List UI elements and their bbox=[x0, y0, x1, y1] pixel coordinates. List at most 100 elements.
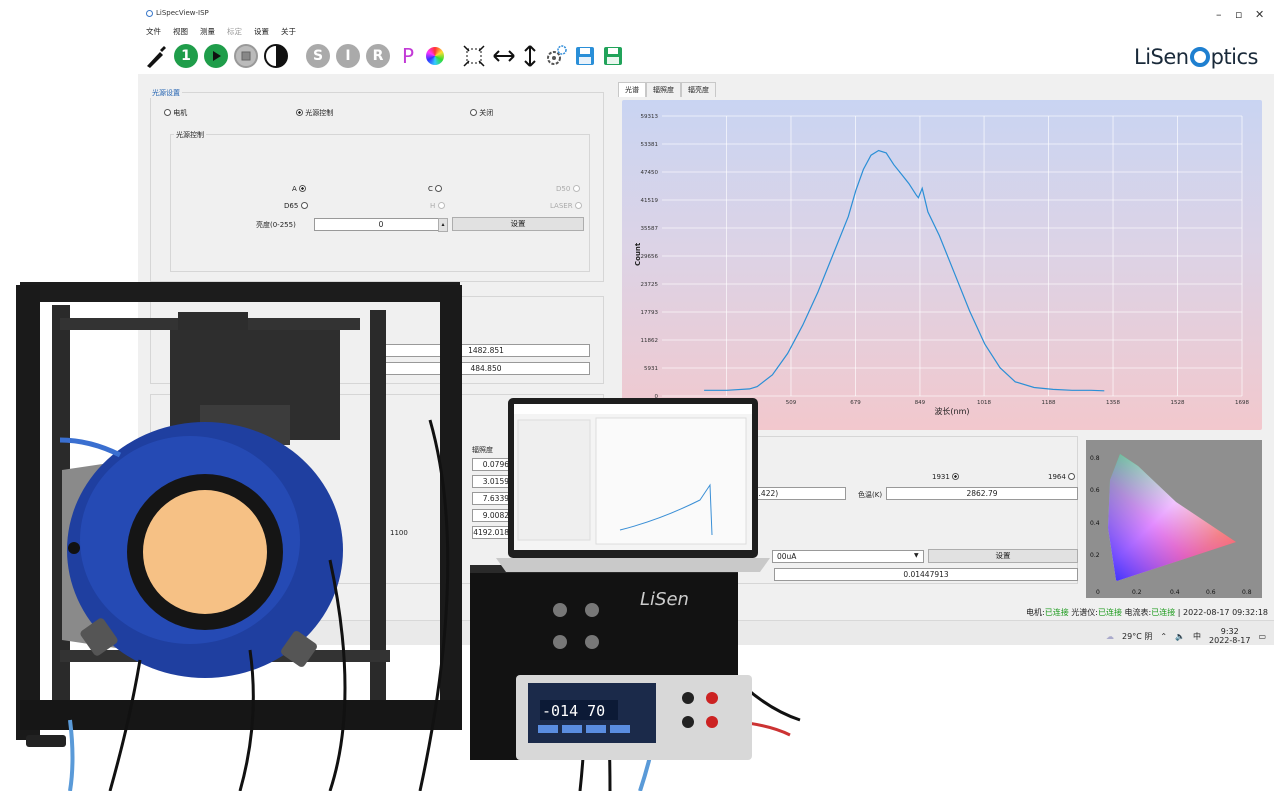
source-d50[interactable]: D50 bbox=[556, 185, 580, 193]
spectrum-curve bbox=[704, 149, 1105, 392]
source-h-label: H bbox=[430, 202, 436, 210]
svg-text:0.6: 0.6 bbox=[1090, 487, 1100, 494]
weather-text[interactable]: 29°C 阴 bbox=[1122, 631, 1153, 641]
play-icon[interactable] bbox=[204, 44, 228, 68]
notification-icon[interactable]: ▭ bbox=[1258, 631, 1266, 641]
step-icon[interactable]: 1 bbox=[174, 44, 198, 68]
source-c[interactable]: C bbox=[428, 185, 443, 193]
minimize-button[interactable]: – bbox=[1216, 8, 1222, 21]
xy-value: , 0.422) bbox=[744, 487, 846, 500]
ime-indicator[interactable]: 中 bbox=[1193, 631, 1202, 641]
volume-icon[interactable]: 🔈 bbox=[1175, 631, 1186, 641]
std-1931[interactable]: 1931 bbox=[932, 473, 960, 481]
color-wheel-icon[interactable] bbox=[426, 47, 444, 65]
dropdown-arrow-icon[interactable]: ▼ bbox=[914, 552, 919, 559]
radio-off[interactable] bbox=[470, 109, 477, 116]
clock[interactable]: 9:32 2022-8-17 bbox=[1209, 627, 1250, 645]
stop-icon[interactable] bbox=[234, 44, 258, 68]
menu-calibrate[interactable]: 标定 bbox=[227, 26, 242, 36]
svg-text:0.8: 0.8 bbox=[1242, 589, 1252, 596]
source-a[interactable]: A bbox=[292, 185, 307, 193]
y-tick-label: 0 bbox=[655, 394, 659, 400]
radio-source-laser[interactable] bbox=[574, 202, 582, 209]
option-light-control[interactable]: 光源控制 bbox=[296, 108, 333, 118]
system-tray: ☁ 29°C 阴 ⌃ 🔈 中 9:32 2022-8-17 ▭ bbox=[1106, 627, 1266, 645]
window-title-text: LiSpecView-ISP bbox=[156, 9, 209, 17]
toolbar: 1 S I R P bbox=[138, 38, 1274, 74]
std-1931-label: 1931 bbox=[932, 473, 950, 481]
i-icon[interactable]: I bbox=[336, 44, 360, 68]
source-d65-label: D65 bbox=[284, 202, 299, 210]
radio-source-d65[interactable] bbox=[300, 202, 308, 209]
v-arrow-icon[interactable] bbox=[522, 44, 538, 68]
source-d65[interactable]: D65 bbox=[284, 202, 308, 210]
x-tick-label: 1188 bbox=[1042, 400, 1056, 406]
radio-1931[interactable] bbox=[952, 473, 960, 480]
menu-file[interactable]: 文件 bbox=[146, 26, 161, 36]
radiance-value-2: 3.0159 bbox=[472, 475, 512, 488]
option-motor[interactable]: 电机 bbox=[164, 108, 187, 118]
status-separator: | bbox=[1177, 608, 1181, 617]
contrast-icon[interactable] bbox=[264, 44, 288, 68]
tab-radiance[interactable]: 辐亮度 bbox=[681, 82, 716, 97]
menu-about[interactable]: 关于 bbox=[281, 26, 296, 36]
y-tick-label: 23725 bbox=[641, 282, 659, 288]
play-glyph bbox=[213, 51, 221, 61]
brightness-input[interactable]: 0 bbox=[314, 218, 448, 231]
radio-source-a[interactable] bbox=[299, 185, 307, 192]
option-off[interactable]: 关闭 bbox=[470, 108, 493, 118]
status-datetime: 2022-08-17 09:32:18 bbox=[1183, 608, 1268, 617]
light-set-button[interactable]: 设置 bbox=[452, 217, 584, 231]
cie-diagram: 0.8 0.6 0.4 0.2 0 0.2 0.4 0.6 0.8 bbox=[1086, 440, 1262, 598]
p-icon[interactable]: P bbox=[396, 44, 420, 68]
status-spec-state: 已连接 bbox=[1097, 608, 1122, 617]
y-tick-label: 53381 bbox=[641, 142, 659, 148]
svg-text:0.2: 0.2 bbox=[1132, 589, 1142, 596]
s-icon[interactable]: S bbox=[306, 44, 330, 68]
radio-source-d50[interactable] bbox=[572, 185, 580, 192]
svg-text:0.6: 0.6 bbox=[1206, 589, 1216, 596]
status-ammeter-state: 已连接 bbox=[1151, 608, 1176, 617]
h-arrow-icon[interactable] bbox=[492, 44, 516, 68]
chevron-up-icon[interactable]: ⌃ bbox=[1160, 631, 1168, 641]
source-h[interactable]: H bbox=[430, 202, 445, 210]
s-icon-glyph: S bbox=[312, 48, 324, 64]
radio-motor[interactable] bbox=[164, 109, 171, 116]
y-tick-label: 5931 bbox=[644, 366, 658, 372]
std-1964[interactable]: 1964 bbox=[1048, 473, 1076, 481]
y-tick-label: 29656 bbox=[641, 254, 659, 260]
source-laser[interactable]: LASER bbox=[550, 202, 582, 210]
radio-light-control[interactable] bbox=[296, 109, 303, 116]
x-tick-label: 1358 bbox=[1106, 400, 1120, 406]
status-ammeter-label: 电流表: bbox=[1124, 608, 1152, 617]
luminance-value: 484.850 bbox=[382, 362, 590, 375]
close-button[interactable]: ✕ bbox=[1255, 8, 1265, 21]
current-range-select[interactable]: 00uA bbox=[772, 550, 924, 563]
probe-icon[interactable] bbox=[144, 44, 168, 68]
save-as-icon[interactable] bbox=[602, 45, 624, 67]
settings-icon[interactable] bbox=[544, 44, 568, 68]
menu-measure[interactable]: 测量 bbox=[200, 26, 215, 36]
luminance-label: 光亮度[cd/m2] bbox=[246, 366, 295, 374]
light-control-group bbox=[170, 134, 590, 272]
svg-text:0.2: 0.2 bbox=[1090, 552, 1100, 559]
radio-source-h[interactable] bbox=[437, 202, 445, 209]
radio-1964[interactable] bbox=[1068, 473, 1076, 480]
source-d50-label: D50 bbox=[556, 185, 571, 193]
light-source-title: 光源设置 bbox=[150, 88, 182, 98]
tab-spectrum[interactable]: 光谱 bbox=[618, 82, 646, 97]
restore-button[interactable]: ▫ bbox=[1235, 8, 1243, 21]
current-set-button[interactable]: 设置 bbox=[928, 549, 1078, 563]
save-icon[interactable] bbox=[574, 45, 596, 67]
cct-label: 色温(K) bbox=[858, 491, 883, 499]
chart-tabs: 光谱 辐照度 辐亮度 bbox=[618, 82, 716, 97]
clock-date: 2022-8-17 bbox=[1209, 636, 1251, 645]
svg-text:0.4: 0.4 bbox=[1170, 589, 1180, 596]
tab-irradiance[interactable]: 辐照度 bbox=[646, 82, 681, 97]
fit-icon[interactable] bbox=[462, 44, 486, 68]
menu-settings[interactable]: 设置 bbox=[254, 26, 269, 36]
r-icon[interactable]: R bbox=[366, 44, 390, 68]
brightness-spinner[interactable]: ▴ bbox=[438, 218, 448, 232]
radio-source-c[interactable] bbox=[435, 185, 443, 192]
menu-view[interactable]: 视图 bbox=[173, 26, 188, 36]
